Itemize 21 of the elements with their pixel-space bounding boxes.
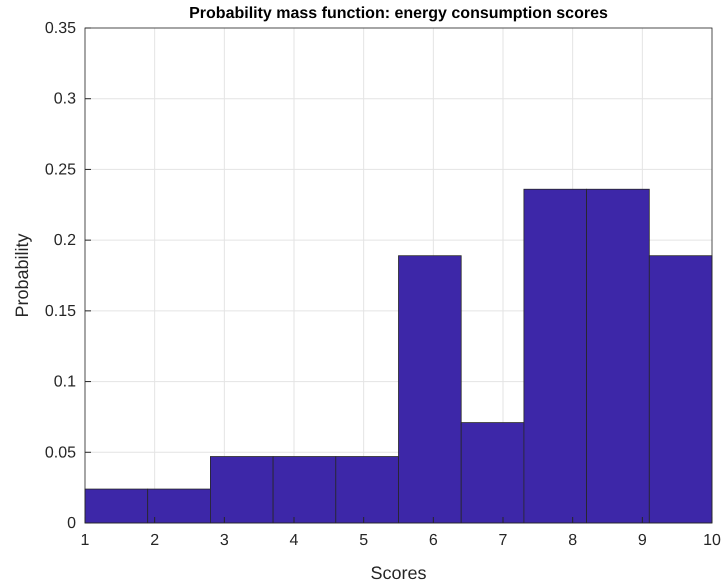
y-tick-label: 0: [67, 515, 76, 532]
x-tick-label: 4: [290, 532, 299, 549]
y-axis-title: Probability: [12, 233, 32, 318]
y-tick-label: 0.3: [54, 90, 76, 108]
x-tick-label: 10: [703, 532, 721, 549]
y-tick-label: 0.1: [54, 374, 76, 391]
x-axis-title: Scores: [370, 563, 427, 583]
x-tick-label: 7: [498, 532, 508, 549]
y-tick-label: 0.15: [44, 302, 76, 320]
y-tick-label: 0.25: [44, 161, 76, 178]
x-tick-label: 8: [568, 532, 578, 549]
x-tick-label: 5: [359, 532, 368, 549]
x-tick-label: 1: [80, 532, 90, 549]
y-tick-label: 0.05: [44, 444, 76, 462]
x-tick-label: 3: [220, 532, 229, 549]
y-tick-label: 0.35: [44, 20, 76, 37]
x-tick-label: 2: [150, 532, 160, 549]
x-tick-label: 6: [428, 532, 438, 549]
x-tick-label: 9: [638, 532, 647, 549]
chart-title: Probability mass function: energy consumption scores: [189, 5, 608, 22]
y-tick-label: 0.2: [54, 232, 76, 250]
